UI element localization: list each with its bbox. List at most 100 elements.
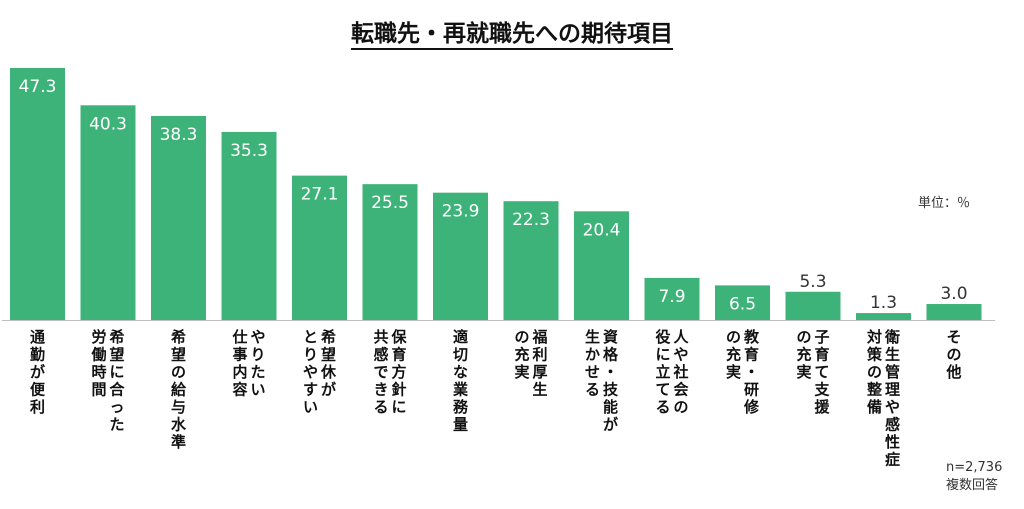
- category-label-2-line-1-char-2: 望: [109, 346, 124, 364]
- chart-title: 転職先・再就職先への期待項目: [0, 14, 1024, 50]
- data-label-8: 22.3: [512, 210, 550, 230]
- category-label-11-line-1-char-4: 研: [744, 381, 759, 399]
- category-label-2-line-2-char-1: 労: [91, 328, 106, 346]
- category-label-5-line-1-char-4: が: [321, 381, 337, 399]
- category-label-10-line-1-char-1: 人: [673, 328, 689, 346]
- category-label-13-line-2-char-2: 策: [866, 346, 883, 364]
- category-label-6-line-2-char-2: 感: [373, 346, 388, 364]
- category-label-13-line-1-char-4: 理: [885, 381, 900, 399]
- category-label-10-line-2-char-2: に: [655, 346, 670, 364]
- category-label-9-line-1-char-6: が: [603, 416, 619, 434]
- category-label-7-line-1-char-2: 切: [453, 346, 468, 364]
- category-label-11-line-2-char-3: 実: [726, 363, 741, 381]
- category-label-3-line-1-char-4: 給: [171, 381, 187, 399]
- category-label-8-line-2-char-2: 充: [514, 346, 529, 364]
- category-label-6-line-1-char-3: 方: [391, 363, 406, 381]
- category-label-7-line-1-char-6: 量: [453, 416, 468, 434]
- category-label-5-line-2-char-3: や: [303, 363, 318, 381]
- data-label-1: 47.3: [19, 77, 57, 97]
- category-label-4-line-1-char-4: い: [250, 381, 265, 399]
- category-label-13-line-1-char-7: 性: [885, 433, 900, 451]
- unit-label: 単位：％: [918, 196, 971, 211]
- category-label-10-line-2-char-3: 立: [655, 363, 670, 381]
- category-label-5-line-2-char-5: い: [303, 398, 318, 416]
- category-label-12-line-1-char-2: 育: [814, 346, 829, 364]
- category-label-14-line-1-char-3: 他: [945, 363, 961, 381]
- category-label-5-line-1-char-3: 休: [320, 363, 337, 381]
- category-label-13-line-2-char-5: 備: [867, 398, 882, 416]
- category-label-10-line-1-char-5: の: [673, 398, 688, 416]
- category-label-9-line-2-char-2: か: [585, 346, 600, 364]
- category-label-7-line-1-char-3: な: [453, 363, 468, 381]
- bar-1: [10, 68, 65, 320]
- category-label-13-line-1-char-1: 衛: [884, 328, 900, 346]
- category-label-2-line-1-char-5: っ: [109, 398, 124, 416]
- category-label-8-line-1-char-3: 厚: [532, 363, 547, 381]
- category-label-3-line-1-char-1: 希: [171, 328, 186, 346]
- category-label-6-line-1-char-5: に: [391, 398, 406, 416]
- category-label-12-line-1-char-3: て: [814, 363, 829, 381]
- category-label-1-line-1-char-4: 便: [30, 381, 46, 399]
- category-label-12-line-2-char-3: 実: [796, 363, 811, 381]
- category-label-10-line-1-char-4: 会: [673, 381, 688, 399]
- category-label-11-line-1-char-5: 修: [743, 398, 760, 416]
- data-label-2: 40.3: [89, 114, 127, 134]
- bar-3: [151, 115, 206, 321]
- category-label-13-line-1-char-6: 感: [885, 416, 900, 434]
- category-label-9-line-1-char-1: 資: [603, 328, 618, 346]
- category-label-6-line-1-char-2: 育: [391, 346, 406, 364]
- category-label-11-line-2-char-1: の: [726, 328, 741, 346]
- category-label-13-line-1-char-5: や: [885, 398, 900, 416]
- category-label-11-line-2-char-2: 充: [726, 346, 741, 364]
- category-label-1-line-1-char-2: 勤: [30, 346, 45, 364]
- category-label-10-line-2-char-5: る: [655, 398, 670, 416]
- category-label-10-line-1-char-3: 社: [672, 363, 688, 381]
- category-label-5-line-1-char-2: 望: [321, 346, 336, 364]
- bar-13: [856, 313, 911, 320]
- category-label-7-line-1-char-4: 業: [452, 381, 469, 399]
- data-label-11: 6.5: [729, 294, 756, 314]
- category-label-8-line-2-char-1: の: [514, 328, 529, 346]
- category-label-3-line-1-char-2: 望: [171, 346, 186, 364]
- category-label-3-line-1-char-6: 水: [171, 416, 187, 434]
- bar-7: [433, 192, 488, 320]
- category-label-13-line-1-char-3: 管: [885, 363, 900, 381]
- category-label-12-line-2-char-1: の: [796, 328, 811, 346]
- category-label-4-line-1-char-3: た: [250, 363, 265, 381]
- category-label-1-line-1-char-1: 通: [30, 328, 45, 346]
- category-label-9-line-1-char-4: 技: [603, 381, 619, 399]
- chart-title-text: 転職先・再就職先への期待項目: [351, 21, 673, 50]
- data-label-6: 25.5: [371, 193, 409, 213]
- category-label-3-line-1-char-5: 与: [171, 398, 186, 416]
- category-label-11-line-1-char-2: 育: [744, 346, 759, 364]
- category-label-9-line-1-char-3: ・: [603, 363, 618, 381]
- category-label-4-line-1-char-2: り: [250, 346, 265, 364]
- category-label-7-line-1-char-5: 務: [453, 398, 469, 416]
- category-label-10-line-1-char-2: や: [673, 346, 688, 364]
- category-label-1-line-1-char-5: 利: [30, 398, 45, 416]
- category-label-11-line-1-char-3: ・: [744, 363, 759, 381]
- data-label-5: 27.1: [301, 185, 339, 205]
- category-label-10-line-2-char-1: 役: [655, 328, 670, 346]
- category-label-11-line-1-char-1: 教: [743, 328, 760, 346]
- category-label-9-line-2-char-3: せ: [585, 363, 600, 381]
- category-label-13-line-2-char-1: 対: [866, 328, 882, 346]
- data-label-7: 23.9: [442, 202, 480, 222]
- category-label-9-line-1-char-2: 格: [603, 346, 619, 364]
- category-label-6-line-2-char-3: で: [373, 363, 388, 381]
- sample-size-note: n=2,736: [946, 460, 1003, 475]
- bar-14: [926, 304, 982, 320]
- category-label-7-line-1-char-1: 適: [453, 328, 468, 346]
- bar-12: [785, 291, 841, 320]
- data-label-3: 38.3: [160, 125, 198, 145]
- category-label-12-line-2-char-2: 充: [796, 346, 811, 364]
- bar-5: [292, 175, 347, 320]
- category-label-5-line-2-char-1: と: [303, 328, 318, 346]
- category-label-8-line-1-char-1: 福: [531, 328, 547, 346]
- category-label-6-line-2-char-1: 共: [373, 328, 388, 346]
- category-label-14-line-1-char-1: そ: [946, 328, 961, 346]
- category-label-8-line-2-char-3: 実: [514, 363, 529, 381]
- category-label-6-line-2-char-5: る: [373, 398, 388, 416]
- category-label-4-line-2-char-4: 容: [231, 381, 247, 399]
